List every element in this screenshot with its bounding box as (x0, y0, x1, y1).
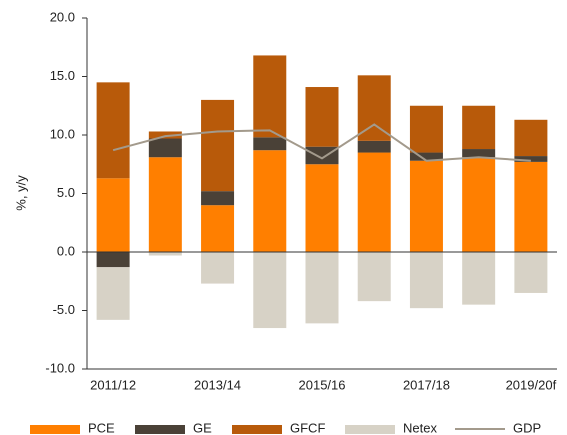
bar (96, 252, 130, 268)
bar (409, 105, 443, 153)
bar (96, 82, 130, 179)
bar (201, 99, 235, 192)
y-axis-label: %, y/y (13, 175, 28, 211)
y-tick-label: -10.0 (45, 360, 75, 375)
bar (514, 252, 548, 293)
x-tick-label: 2015/16 (299, 377, 346, 392)
legend-label: GFCF (290, 420, 325, 435)
bar (96, 267, 130, 320)
legend-swatch (30, 425, 80, 434)
y-tick-label: -5.0 (53, 302, 75, 317)
bar (357, 75, 391, 141)
bar (201, 205, 235, 252)
bar (462, 149, 496, 158)
bar (409, 160, 443, 252)
legend-label: GE (193, 420, 212, 435)
y-tick-label: 10.0 (50, 126, 75, 141)
x-tick-label: 2013/14 (194, 377, 241, 392)
bar (305, 87, 339, 147)
bar (253, 137, 287, 151)
bar (253, 150, 287, 252)
bar (409, 252, 443, 309)
legend-swatch (135, 425, 185, 434)
legend-label: Netex (403, 420, 437, 435)
bar (462, 252, 496, 305)
legend-label: PCE (88, 420, 115, 435)
bar (357, 140, 391, 153)
bar (148, 252, 182, 256)
bar (253, 55, 287, 138)
bar (514, 156, 548, 162)
legend-label: GDP (513, 420, 541, 435)
bar (409, 152, 443, 161)
line (112, 123, 531, 162)
bar (514, 119, 548, 157)
bar (305, 252, 339, 324)
x-tick-label: 2011/12 (90, 377, 136, 392)
bar (201, 252, 235, 284)
bar (148, 131, 182, 139)
bar (148, 138, 182, 158)
bar (148, 157, 182, 252)
y-tick-label: 0.0 (57, 243, 75, 258)
legend-swatch (345, 425, 395, 434)
x-tick-label: 2019/20f (506, 377, 557, 392)
bar (357, 252, 391, 302)
bar (514, 161, 548, 252)
bar (253, 252, 287, 329)
legend-swatch (232, 425, 282, 434)
bar (305, 164, 339, 252)
bar (462, 157, 496, 252)
x-tick-label: 2017/18 (403, 377, 450, 392)
y-tick-label: 5.0 (57, 185, 75, 200)
bar (201, 191, 235, 206)
y-tick-label: 20.0 (50, 9, 75, 24)
bar (357, 152, 391, 252)
bar (462, 105, 496, 150)
y-tick-label: 15.0 (50, 68, 75, 83)
bar (305, 146, 339, 165)
bar (96, 178, 130, 252)
